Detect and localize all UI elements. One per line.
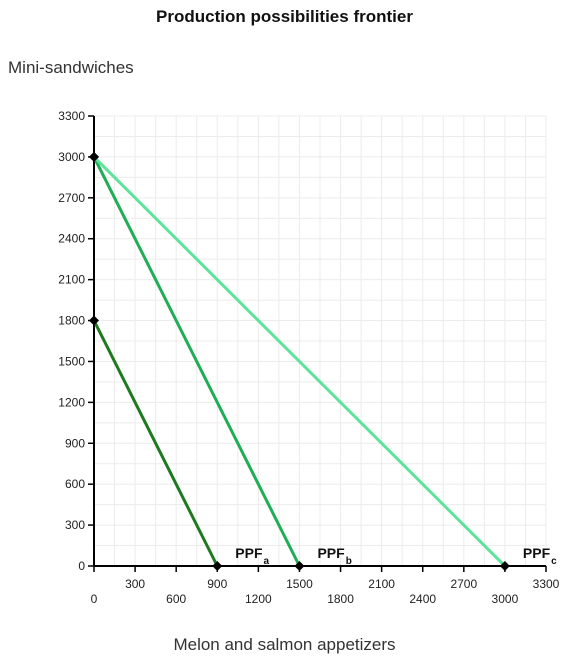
- ppf-c-marker: [89, 151, 99, 162]
- x-tick-label: 3000: [492, 592, 519, 606]
- ppf-c-marker: [499, 561, 510, 571]
- y-tick-label: 2700: [58, 191, 85, 205]
- y-tick-labels: 0 300 600 900 1200 1500 1800 2100 2400 2700 3000 33…: [58, 109, 85, 573]
- x-tick-label: 1200: [245, 592, 272, 606]
- ppf-chart: 0300600900120015001800210024002700300033…: [58, 109, 560, 606]
- ppf-c-line: [92, 155, 506, 568]
- x-tick-label: 300: [125, 577, 145, 591]
- y-axis-label: Mini-sandwiches: [8, 58, 134, 77]
- ppf-c-label: PPFc: [523, 545, 557, 567]
- y-tick-label: 0: [78, 559, 85, 573]
- y-tick-label: 1200: [58, 395, 85, 409]
- series-labels: PPFa PPFb PPFc: [235, 545, 557, 567]
- series-lines: [92, 155, 506, 568]
- x-tick-label: 1500: [286, 577, 313, 591]
- y-tick-label: 300: [65, 518, 85, 532]
- ppf-b-marker: [294, 561, 305, 571]
- grid: [93, 115, 547, 567]
- axes: [88, 115, 547, 572]
- x-tick-label: 1800: [327, 592, 354, 606]
- x-tick-label: 3300: [533, 577, 560, 591]
- y-tick-label: 600: [65, 477, 85, 491]
- ppf-a-label: PPFa: [235, 545, 269, 567]
- x-tick-label: 2700: [450, 577, 477, 591]
- ppf-a-marker: [89, 315, 99, 326]
- x-tick-label: 600: [166, 592, 186, 606]
- y-tick-label: 3000: [58, 150, 85, 164]
- chart-title: Production possibilities frontier: [156, 7, 413, 26]
- y-tick-label: 1800: [58, 314, 85, 328]
- x-tick-label: 2400: [409, 592, 436, 606]
- x-axis-label: Melon and salmon appetizers: [173, 635, 396, 654]
- ppf-b-label: PPFb: [317, 545, 351, 567]
- x-tick-labels: 0 300 600 900 1200 1500 1800 2100 2400 2700 3000 33…: [91, 577, 560, 606]
- y-tick-label: 2100: [58, 273, 85, 287]
- ppf-a-line: [92, 319, 219, 567]
- x-tick-label: 900: [207, 577, 227, 591]
- series-markers: [89, 151, 510, 571]
- y-tick-label: 1500: [58, 354, 85, 368]
- x-tick-label: 0: [91, 592, 98, 606]
- y-tick-label: 3300: [58, 109, 85, 123]
- ppf-a-marker: [212, 561, 223, 571]
- x-tick-label: 2100: [368, 577, 395, 591]
- y-tick-label: 900: [65, 436, 85, 450]
- ppf-b-line: [92, 156, 301, 567]
- y-tick-label: 2400: [58, 232, 85, 246]
